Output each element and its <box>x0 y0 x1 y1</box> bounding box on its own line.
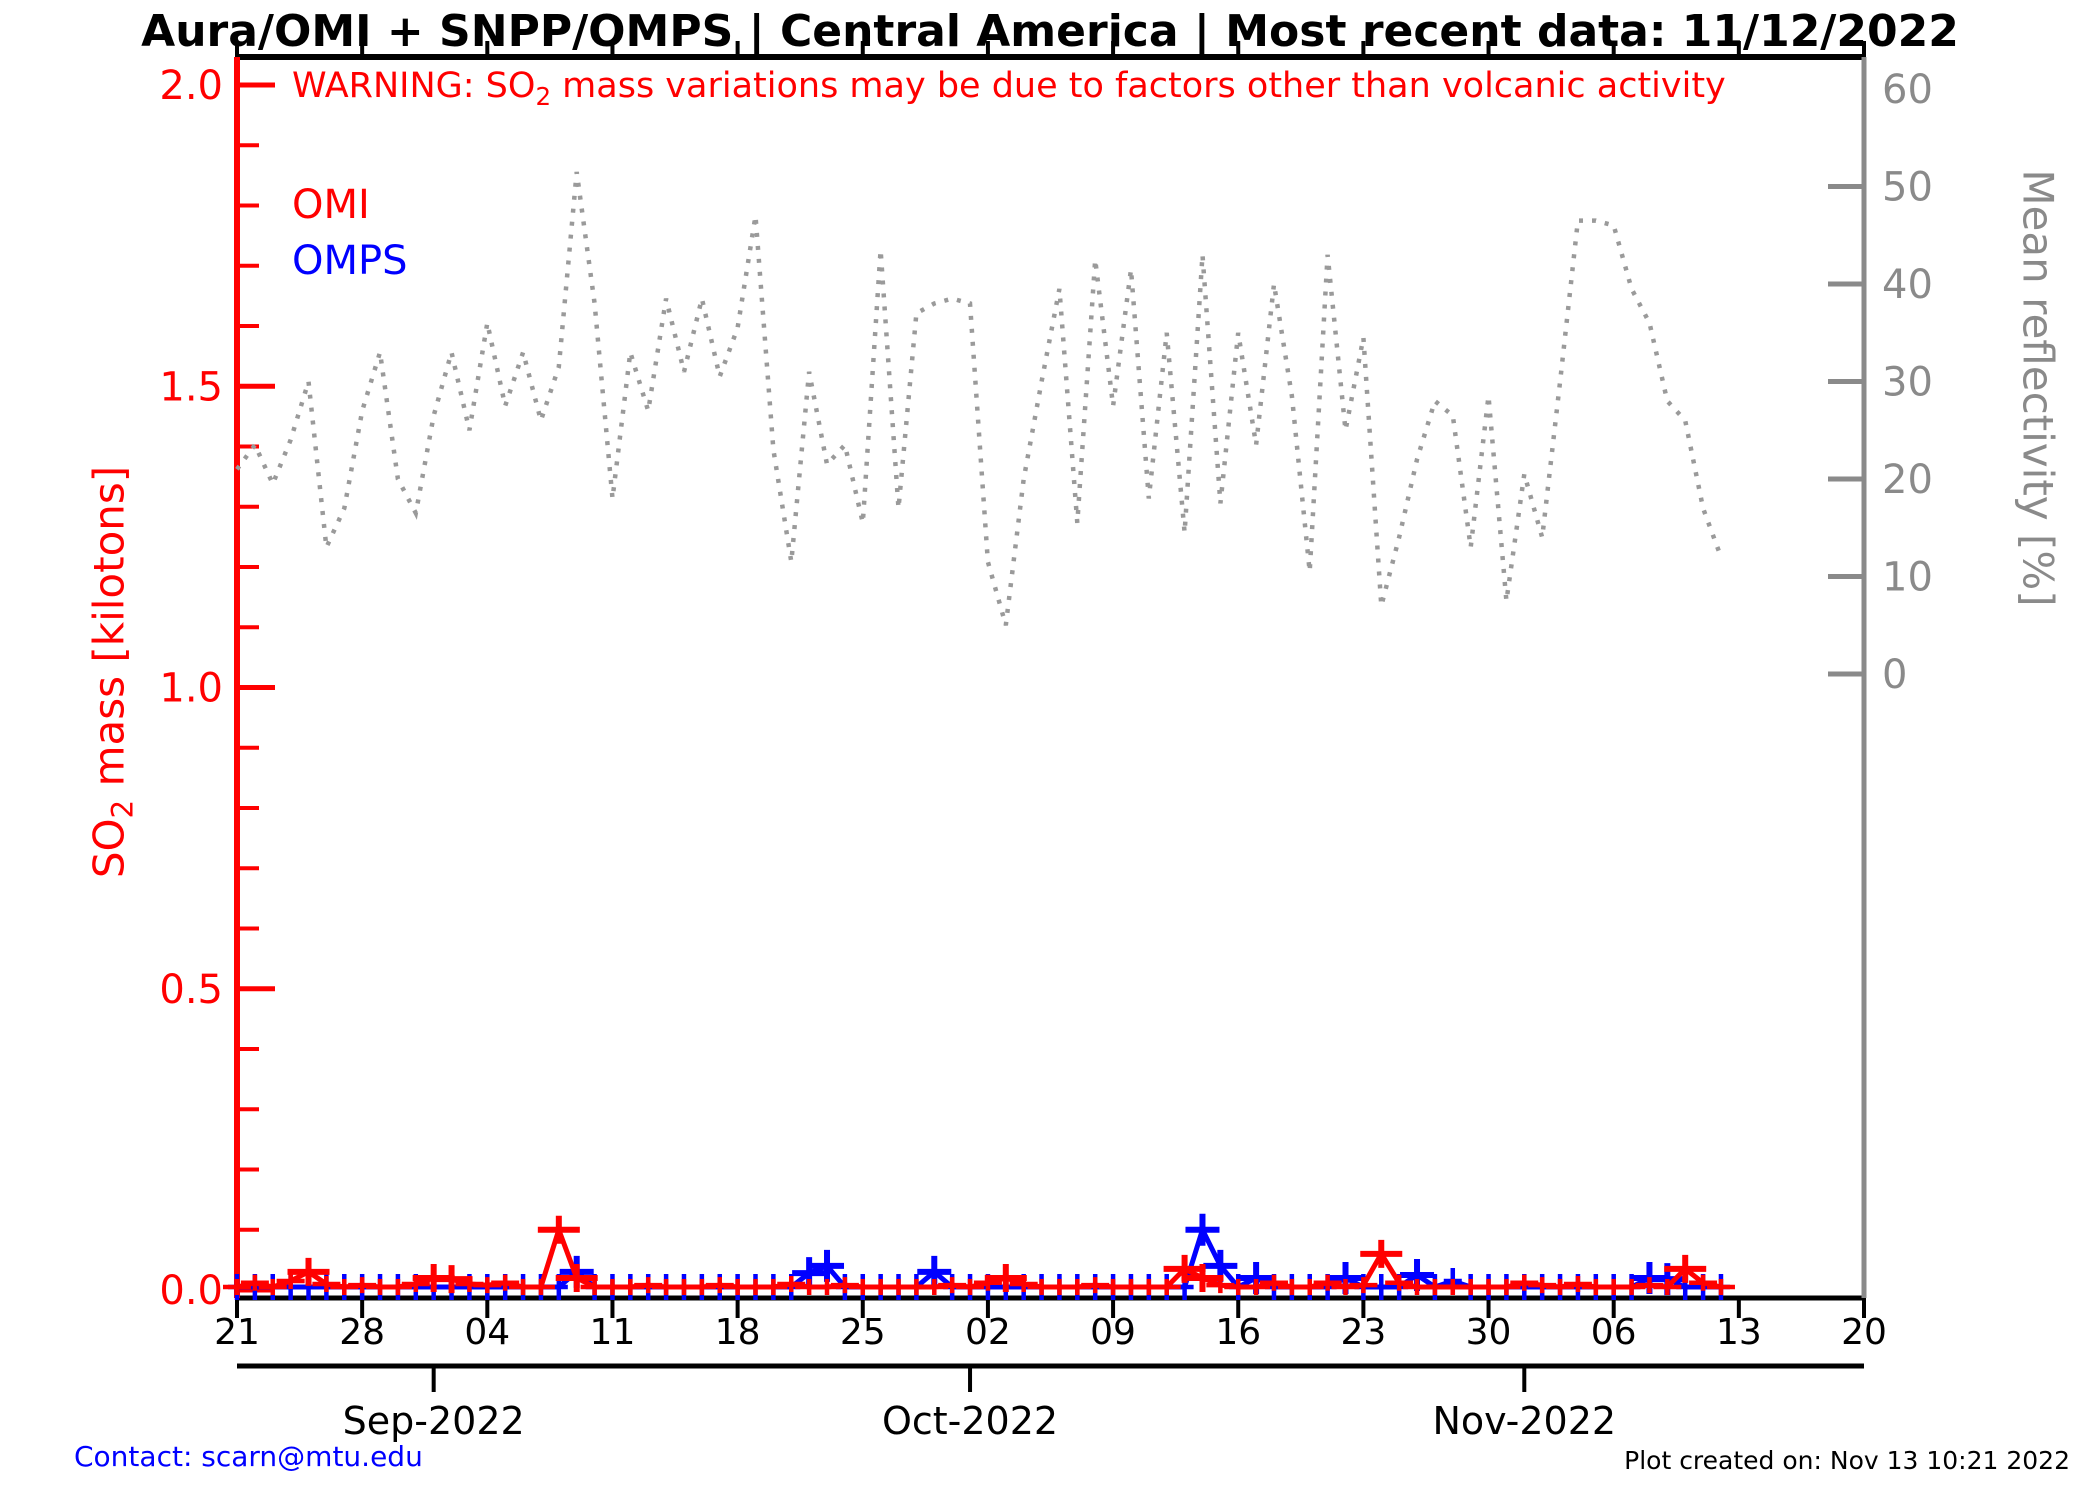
right-tick-label: 20 <box>1882 457 1933 503</box>
x-tick-label: 02 <box>965 1312 1011 1353</box>
left-axis-title-post: mass [kilotons] <box>84 465 134 800</box>
warning-sub: 2 <box>535 82 552 111</box>
warning-post: mass variations may be due to factors ot… <box>551 66 1726 106</box>
x-tick-label: 25 <box>840 1312 886 1353</box>
legend-omps-label: OMPS <box>292 238 408 284</box>
right-axis-title: Mean reflectivity [%] <box>2013 169 2063 607</box>
x-tick-label: 09 <box>1090 1312 1136 1353</box>
right-tick-label: 10 <box>1882 555 1933 601</box>
omi-marker <box>223 1278 251 1295</box>
omi-marker <box>984 1263 1027 1292</box>
right-tick-label: 30 <box>1882 360 1933 406</box>
omi-marker <box>1563 1275 1592 1292</box>
x-tick-label: 30 <box>1466 1312 1512 1353</box>
left-axis-title-pre: SO <box>84 818 134 879</box>
x-tick-label: 06 <box>1591 1312 1637 1353</box>
omi-marker <box>1313 1274 1342 1291</box>
right-tick-label: 0 <box>1882 652 1907 698</box>
right-tick-label: 40 <box>1882 262 1933 308</box>
month-label: Nov-2022 <box>1433 1399 1617 1443</box>
omi-marker <box>1295 1278 1324 1295</box>
right-tick-label: 50 <box>1882 165 1933 211</box>
x-tick-label: 04 <box>464 1312 510 1353</box>
omi-marker <box>312 1275 341 1292</box>
omi-marker <box>1181 1263 1224 1292</box>
left-tick-label: 0.5 <box>159 967 223 1013</box>
warning-pre: WARNING: SO <box>292 66 536 106</box>
omi-marker <box>1349 1277 1378 1294</box>
omi-marker <box>473 1277 502 1294</box>
plot-created-timestamp: Plot created on: Nov 13 10:21 2022 <box>1624 1446 2070 1475</box>
omps-marker <box>810 1249 845 1282</box>
omi-marker <box>1259 1274 1288 1291</box>
left-tick-label: 0.0 <box>159 1268 223 1314</box>
x-tick-label: 18 <box>715 1312 761 1353</box>
month-label: Oct-2022 <box>882 1399 1058 1443</box>
omi-marker <box>287 1257 330 1286</box>
omi-marker <box>526 1278 555 1295</box>
omi-marker <box>759 1278 788 1295</box>
left-tick-label: 1.0 <box>159 666 223 712</box>
omi-marker <box>1664 1254 1707 1283</box>
omi-marker <box>430 1265 473 1294</box>
x-tick-label: 28 <box>339 1312 385 1353</box>
omi-marker <box>1385 1274 1414 1291</box>
left-axis-title-sub: 2 <box>105 799 140 819</box>
left-axis-title: SO2 mass [kilotons] <box>84 466 139 878</box>
x-tick-label: 20 <box>1841 1312 1887 1353</box>
omi-marker <box>555 1263 598 1292</box>
reflectivity-curve <box>235 171 1724 626</box>
warning-text: WARNING: SO2 mass variations may be due … <box>292 66 1726 111</box>
omi-marker <box>1510 1274 1539 1291</box>
omi-marker <box>276 1272 305 1289</box>
month-label: Sep-2022 <box>343 1399 525 1443</box>
x-tick-label: 21 <box>214 1312 260 1353</box>
chart-title: Aura/OMI + SNPP/OMPS | Central America |… <box>141 6 1959 57</box>
omi-marker <box>258 1278 287 1295</box>
left-tick-label: 2.0 <box>159 63 223 109</box>
omi-marker <box>1546 1278 1575 1295</box>
right-tick-label: 60 <box>1882 67 1933 113</box>
x-tick-label: 11 <box>590 1312 636 1353</box>
omi-marker <box>1009 1275 1038 1292</box>
contact-link[interactable]: Contact: scarn@mtu.edu <box>74 1440 423 1473</box>
omi-marker <box>1706 1278 1735 1295</box>
x-tick-label: 16 <box>1215 1312 1261 1353</box>
omi-marker <box>1653 1278 1682 1295</box>
left-tick-label: 1.5 <box>159 364 223 410</box>
x-tick-label: 13 <box>1716 1312 1762 1353</box>
x-tick-label: 23 <box>1340 1312 1386 1353</box>
omi-marker <box>1492 1278 1521 1295</box>
legend-omi-label: OMI <box>292 182 370 228</box>
omi-marker <box>491 1274 520 1291</box>
omps-marker <box>1185 1213 1220 1246</box>
omi-marker <box>1242 1278 1271 1295</box>
omi-marker <box>240 1274 269 1291</box>
omi-marker <box>777 1275 806 1292</box>
omi-marker <box>956 1278 985 1295</box>
omi-marker <box>383 1278 412 1295</box>
omi-marker <box>537 1215 580 1244</box>
omi-marker <box>1360 1239 1403 1268</box>
omi-marker <box>1689 1274 1718 1291</box>
omi-marker <box>1152 1278 1181 1295</box>
